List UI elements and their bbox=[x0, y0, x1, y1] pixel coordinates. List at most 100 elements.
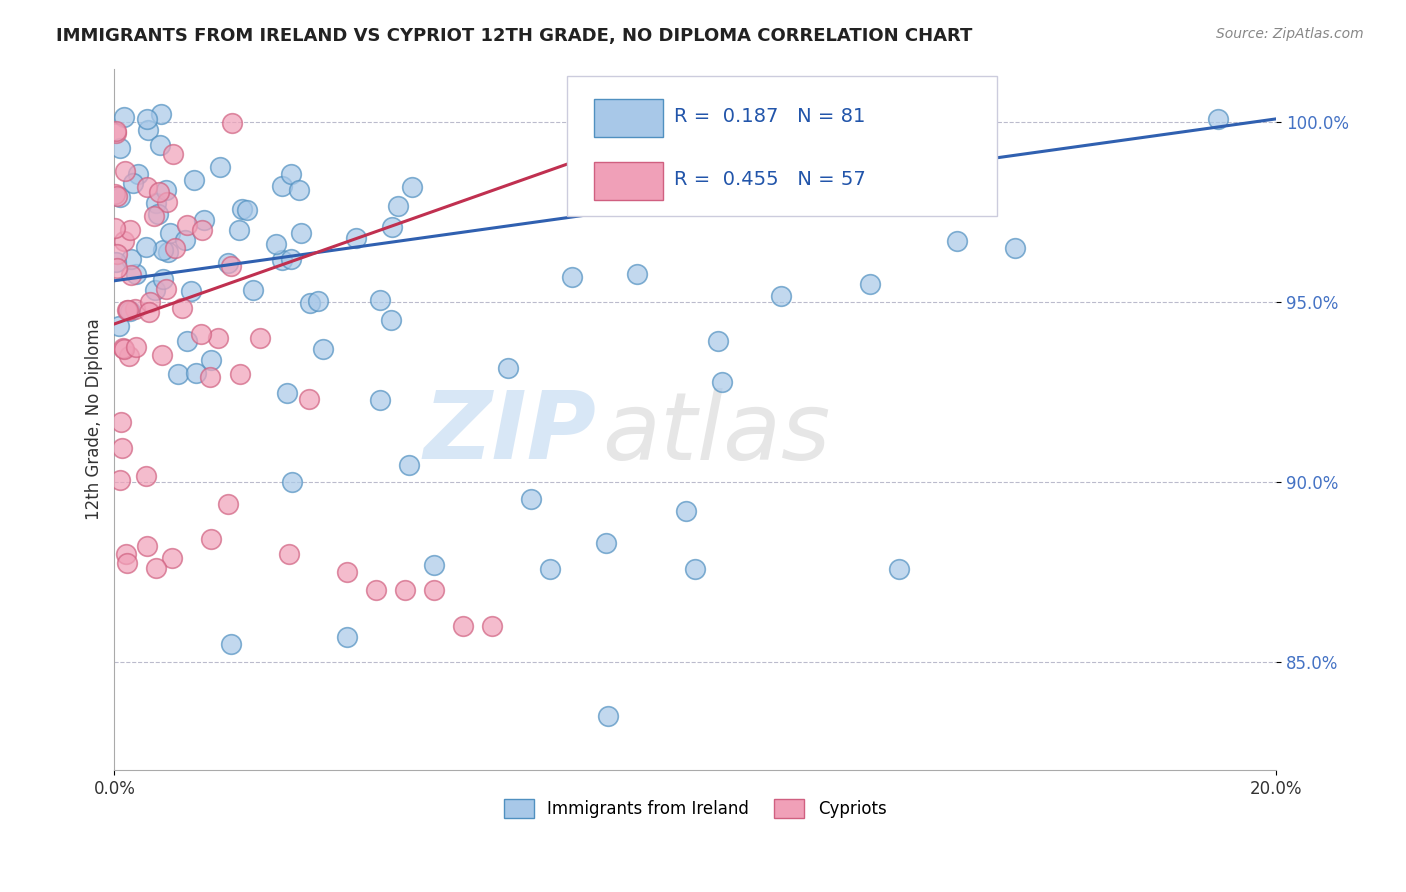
Point bbox=[143, 283, 166, 297]
Point bbox=[156, 194, 179, 209]
Point bbox=[276, 385, 298, 400]
Point bbox=[108, 141, 131, 155]
Point bbox=[249, 331, 271, 345]
Point bbox=[155, 282, 177, 296]
Point bbox=[167, 367, 190, 381]
Point bbox=[163, 241, 186, 255]
Point bbox=[115, 303, 138, 318]
Point bbox=[481, 619, 503, 633]
Legend: Immigrants from Ireland, Cypriots: Immigrants from Ireland, Cypriots bbox=[498, 792, 893, 825]
Point bbox=[124, 302, 146, 317]
Point bbox=[423, 558, 446, 572]
Point bbox=[104, 221, 127, 235]
Point bbox=[108, 318, 131, 333]
Point bbox=[152, 272, 174, 286]
Point bbox=[858, 277, 880, 292]
Point bbox=[150, 348, 173, 362]
Point bbox=[155, 183, 177, 197]
Point bbox=[112, 342, 135, 356]
Point bbox=[105, 255, 128, 269]
Point bbox=[1004, 241, 1026, 255]
Text: ZIP: ZIP bbox=[423, 387, 596, 479]
Point bbox=[200, 353, 222, 368]
Text: IMMIGRANTS FROM IRELAND VS CYPRIOT 12TH GRADE, NO DIPLOMA CORRELATION CHART: IMMIGRANTS FROM IRELAND VS CYPRIOT 12TH … bbox=[56, 27, 973, 45]
Point bbox=[344, 231, 367, 245]
Point bbox=[143, 209, 166, 223]
Point bbox=[287, 183, 309, 197]
Point bbox=[219, 637, 242, 651]
FancyBboxPatch shape bbox=[595, 161, 662, 200]
Point bbox=[380, 313, 402, 327]
Point bbox=[180, 284, 202, 298]
Point bbox=[207, 331, 229, 345]
Point bbox=[108, 190, 131, 204]
Point bbox=[148, 207, 170, 221]
Point bbox=[271, 253, 294, 268]
Point bbox=[398, 458, 420, 473]
Point bbox=[190, 223, 212, 237]
Point bbox=[228, 222, 250, 236]
Point bbox=[683, 561, 706, 575]
Point bbox=[112, 110, 135, 124]
Point bbox=[112, 234, 135, 248]
Point bbox=[135, 539, 157, 553]
Text: R =  0.187   N = 81: R = 0.187 N = 81 bbox=[675, 107, 866, 126]
Point bbox=[451, 619, 474, 633]
Point bbox=[769, 289, 792, 303]
FancyBboxPatch shape bbox=[568, 76, 997, 216]
Point bbox=[183, 173, 205, 187]
Point bbox=[176, 218, 198, 232]
Point bbox=[277, 547, 299, 561]
Point bbox=[176, 334, 198, 348]
Point bbox=[105, 247, 128, 261]
Point bbox=[145, 561, 167, 575]
Point bbox=[370, 293, 392, 307]
Point bbox=[387, 198, 409, 212]
Point bbox=[190, 327, 212, 342]
FancyBboxPatch shape bbox=[595, 99, 662, 136]
Point bbox=[307, 293, 329, 308]
Point bbox=[125, 268, 148, 282]
Point bbox=[136, 122, 159, 136]
Point bbox=[162, 146, 184, 161]
Point bbox=[200, 533, 222, 547]
Point bbox=[231, 202, 253, 216]
Text: Source: ZipAtlas.com: Source: ZipAtlas.com bbox=[1216, 27, 1364, 41]
Point bbox=[394, 583, 416, 598]
Point bbox=[370, 392, 392, 407]
Point bbox=[105, 260, 128, 275]
Point bbox=[149, 138, 172, 153]
Point bbox=[208, 160, 231, 174]
Point bbox=[707, 334, 730, 348]
Point bbox=[114, 164, 136, 178]
Point bbox=[290, 226, 312, 240]
Point bbox=[336, 630, 359, 644]
Point bbox=[675, 504, 697, 518]
Point bbox=[186, 366, 208, 380]
Point bbox=[598, 709, 620, 723]
Point bbox=[120, 303, 142, 318]
Point bbox=[1206, 112, 1229, 126]
Point bbox=[118, 223, 141, 237]
Point bbox=[120, 268, 142, 282]
Point bbox=[115, 556, 138, 570]
Point bbox=[174, 233, 197, 247]
Point bbox=[595, 536, 617, 550]
Point bbox=[236, 202, 259, 217]
Point bbox=[538, 561, 561, 575]
Point bbox=[124, 340, 146, 354]
Point bbox=[115, 547, 138, 561]
Point bbox=[127, 167, 149, 181]
Point bbox=[172, 301, 194, 315]
Point bbox=[298, 392, 321, 406]
Point bbox=[221, 116, 243, 130]
Point bbox=[229, 368, 252, 382]
Point bbox=[135, 112, 157, 127]
Point bbox=[219, 260, 242, 274]
Point bbox=[139, 294, 162, 309]
Point bbox=[401, 179, 423, 194]
Point bbox=[710, 375, 733, 389]
Point bbox=[104, 187, 127, 202]
Point bbox=[138, 305, 160, 319]
Point bbox=[242, 284, 264, 298]
